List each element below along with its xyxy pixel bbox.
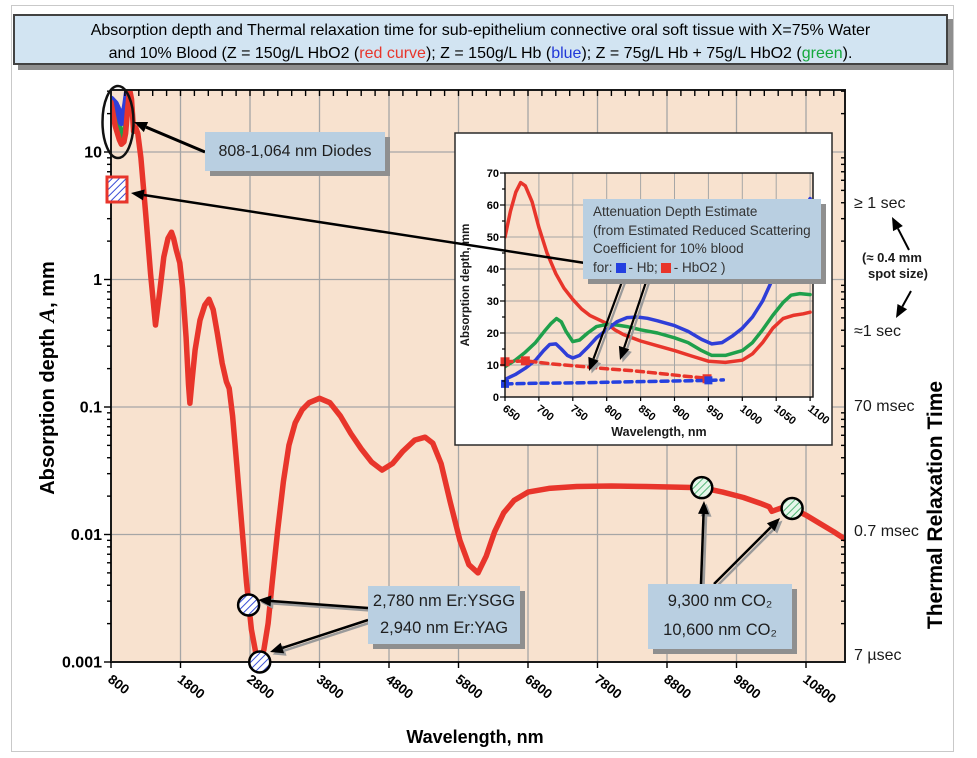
svg-text:7800: 7800	[592, 672, 625, 702]
label-spot-size-1: (≈ 0.4 mm	[862, 250, 922, 265]
svg-text:10800: 10800	[800, 672, 839, 707]
co2-line1: 9,300 nm CO₂	[667, 592, 773, 610]
svg-text:0.1: 0.1	[80, 400, 102, 417]
svg-text:6800: 6800	[522, 672, 555, 702]
hbo2-square-marker	[520, 356, 530, 366]
er-yag-marker	[247, 650, 272, 674]
label-ge-1sec: ≥ 1 sec	[854, 195, 906, 212]
hbo2-legend-square	[660, 262, 671, 273]
callout-co2-lasers: 9,300 nm CO₂ 10,600 nm CO₂	[648, 584, 792, 649]
title-line1: Absorption depth and Thermal relaxation …	[90, 22, 871, 39]
svg-text:0.001: 0.001	[62, 655, 102, 672]
inset-ticks	[500, 172, 811, 401]
svg-text:30: 30	[487, 296, 499, 308]
title-segment: red curve	[359, 45, 426, 62]
co2-9300-marker	[690, 475, 714, 500]
hb-square-marker	[704, 376, 713, 385]
co2-10600-marker	[780, 496, 804, 521]
diode-ellipse	[101, 84, 135, 160]
title-segment: and 10% Blood (Z = 150g/L HbO2 (	[108, 45, 360, 62]
svg-text:1800: 1800	[175, 672, 208, 702]
co2-line2: 10,600 nm CO₂	[663, 621, 777, 639]
svg-text:800: 800	[105, 672, 132, 698]
title-segment: ).	[842, 45, 853, 62]
inset-x-axis-title: Wavelength, nm	[611, 425, 706, 439]
figure-frame	[11, 5, 954, 752]
svg-text:9800: 9800	[731, 672, 764, 702]
main-y-tick-labels: 10 1 0.1 0.01 0.001	[62, 145, 102, 672]
er-line1: 2,780 nm Er:YSGG	[372, 592, 516, 610]
svg-text:60: 60	[487, 200, 499, 212]
scattering-square-marker	[105, 175, 129, 204]
svg-text:10: 10	[84, 145, 102, 162]
main-x-tick-labels: 800 1800 2800 3800 4800 5800 6800 7800 8800 9800 1…	[105, 672, 839, 707]
right-axis-title: Thermal Relaxation Time	[924, 380, 947, 630]
inset-y-tick-labels: 0 10 20 30 40 50 60 70	[487, 168, 499, 404]
label-approx-1sec: ≈1 sec	[854, 323, 902, 340]
svg-text:4800: 4800	[383, 672, 416, 702]
er-line2: 2,940 nm Er:YAG	[379, 619, 509, 637]
svg-text:40: 40	[487, 264, 499, 276]
x-axis-title: Wavelength, nm	[406, 727, 544, 747]
callout-attenuation: Attenuation Depth Estimate (from Estimat…	[583, 199, 821, 279]
title-segment: green	[801, 45, 843, 62]
inset-green-curve	[505, 291, 812, 369]
title-segment: ); Z = 75g/L Hb + 75g/L HbO2 (	[581, 45, 802, 62]
callout-diodes: 808-1,064 nm Diodes	[205, 132, 385, 171]
svg-text:0: 0	[493, 392, 499, 404]
svg-text:5800: 5800	[453, 672, 486, 702]
inset-red-curve	[505, 180, 812, 365]
svg-text:3800: 3800	[314, 672, 347, 702]
label-spot-size-2: spot size)	[868, 266, 928, 281]
callout-er-lasers: 2,780 nm Er:YSGG 2,940 nm Er:YAG	[368, 586, 520, 644]
y-axis-title: Absorption depth A, mm	[34, 261, 59, 495]
svg-text:10: 10	[487, 360, 499, 372]
inset-red-dashed	[505, 359, 711, 381]
title-segment: blue	[551, 45, 582, 62]
er-ysgg-marker	[236, 593, 261, 617]
svg-text:50: 50	[487, 232, 499, 244]
svg-text:70: 70	[487, 168, 499, 180]
title-line2: and 10% Blood (Z = 150g/L HbO2 (red curv…	[109, 45, 853, 62]
label-7usec: 7 µsec	[854, 647, 902, 664]
hb-legend-square	[615, 262, 626, 273]
inset-y-axis-title: Absorption depth, mm	[460, 224, 472, 347]
svg-text:0.01: 0.01	[71, 527, 102, 544]
svg-text:8800: 8800	[661, 672, 694, 702]
svg-text:1: 1	[93, 272, 102, 289]
annotations	[101, 84, 912, 674]
figure-title: Absorption depth and Thermal relaxation …	[13, 14, 948, 65]
svg-text:20: 20	[487, 328, 499, 340]
title-segment: ); Z = 150g/L Hb (	[425, 45, 552, 62]
label-07msec: 0.7 msec	[854, 523, 919, 540]
svg-text:2800: 2800	[244, 672, 277, 702]
label-70msec: 70 msec	[854, 398, 915, 415]
